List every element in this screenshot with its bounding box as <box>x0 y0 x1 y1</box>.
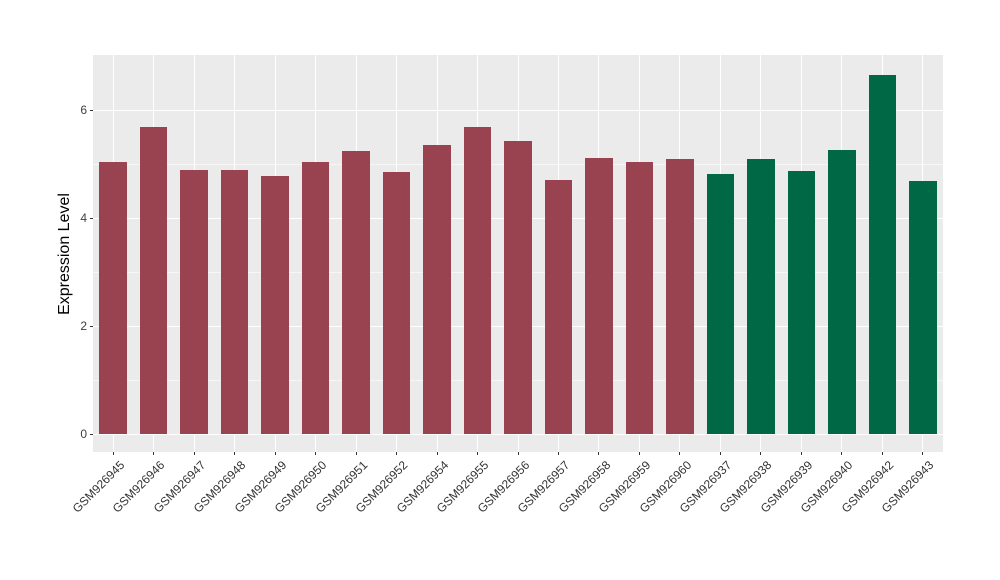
x-tick-mark <box>517 452 519 455</box>
x-tick-mark <box>800 452 802 455</box>
bar <box>747 159 775 434</box>
y-tick-mark <box>90 433 93 435</box>
bar <box>139 126 168 434</box>
bar <box>787 171 816 434</box>
y-tick-mark <box>90 217 93 219</box>
y-tick-mark <box>90 325 93 327</box>
x-tick-mark <box>436 452 438 455</box>
bar <box>99 161 127 434</box>
bar <box>342 150 370 434</box>
x-tick-mark <box>760 452 762 455</box>
x-tick-mark <box>841 452 843 455</box>
x-tick-mark <box>598 452 600 455</box>
bar <box>261 176 289 434</box>
x-tick-mark <box>719 452 721 455</box>
bar <box>625 162 654 434</box>
bar <box>180 169 208 434</box>
bar <box>868 74 897 434</box>
bar <box>666 159 694 434</box>
bar <box>585 157 613 434</box>
major-gridline <box>93 109 943 111</box>
y-tick-label: 4 <box>80 210 87 225</box>
x-tick-mark <box>112 452 114 455</box>
x-tick-mark <box>193 452 195 455</box>
bar <box>301 162 330 434</box>
bar <box>828 150 856 434</box>
plot-panel <box>93 55 943 452</box>
bar <box>504 140 532 434</box>
x-tick-mark <box>881 452 883 455</box>
x-tick-mark <box>922 452 924 455</box>
x-tick-mark <box>274 452 276 455</box>
x-tick-mark <box>315 452 317 455</box>
bar <box>220 169 249 434</box>
major-gridline <box>93 433 943 435</box>
x-tick-mark <box>153 452 155 455</box>
y-tick-label: 0 <box>80 426 87 441</box>
bar <box>423 145 451 434</box>
y-tick-mark <box>90 109 93 111</box>
bar <box>909 180 937 434</box>
x-tick-mark <box>396 452 398 455</box>
x-tick-mark <box>679 452 681 455</box>
bar <box>544 180 573 434</box>
x-tick-mark <box>638 452 640 455</box>
y-tick-label: 2 <box>80 318 87 333</box>
bar <box>463 126 492 434</box>
x-tick-mark <box>355 452 357 455</box>
bar <box>706 174 735 434</box>
x-tick-mark <box>234 452 236 455</box>
x-tick-mark <box>477 452 479 455</box>
x-tick-mark <box>557 452 559 455</box>
y-tick-label: 6 <box>80 102 87 117</box>
bar <box>382 171 411 434</box>
